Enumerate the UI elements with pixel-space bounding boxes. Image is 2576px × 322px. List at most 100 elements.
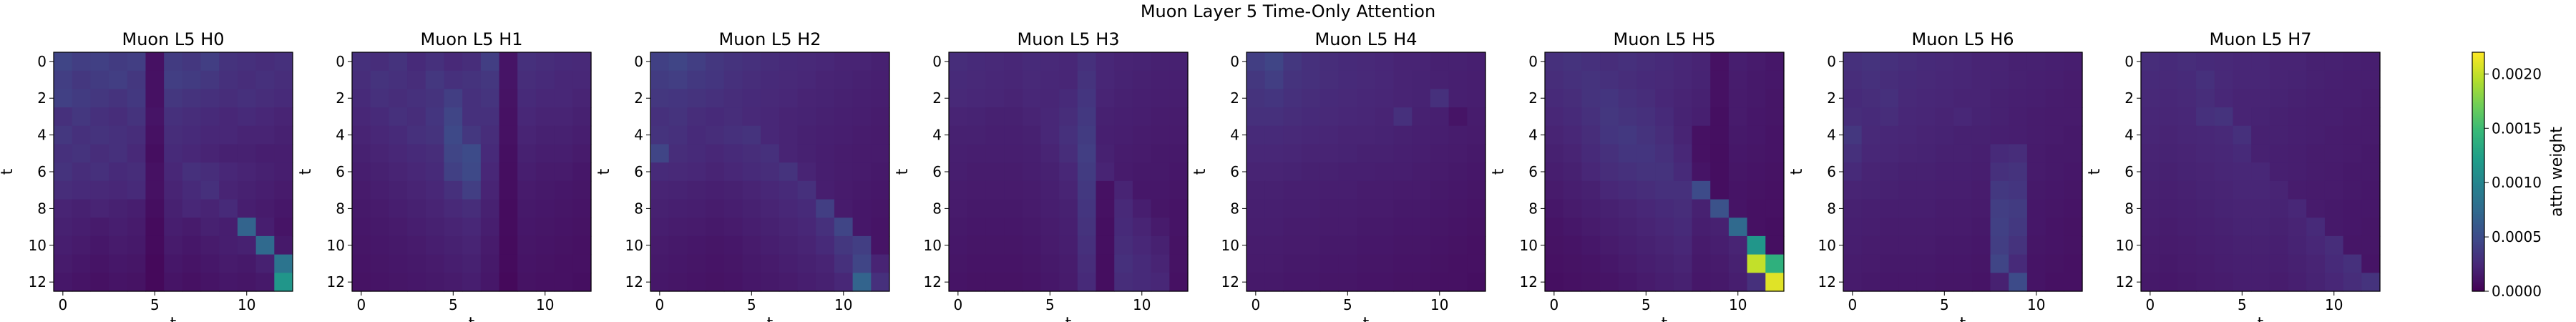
heatmap-cell <box>985 70 1005 89</box>
heatmap-cell <box>2026 162 2046 182</box>
heatmap-cell <box>1953 180 1973 200</box>
heatmap-cell <box>723 52 743 72</box>
heatmap-cell <box>816 144 835 163</box>
heatmap-cell <box>742 70 761 89</box>
heatmap-cell <box>1114 235 1133 255</box>
heatmap-cell <box>1264 125 1284 145</box>
heatmap-cell <box>237 89 257 108</box>
heatmap-cell <box>650 180 670 200</box>
heatmap-cell <box>127 107 147 127</box>
heatmap-cell <box>761 218 780 237</box>
colorbar-segment <box>2472 205 2484 208</box>
colorbar-segment <box>2472 78 2484 81</box>
heatmap-cell <box>219 180 238 200</box>
colorbar-segment <box>2472 140 2484 142</box>
heatmap-cell <box>2361 235 2381 255</box>
y-tick-label: 6 <box>634 163 643 180</box>
heatmap-cell <box>985 125 1005 145</box>
heatmap-cell <box>1412 107 1431 127</box>
heatmap-cell <box>1004 125 1023 145</box>
colorbar-segment <box>2472 84 2484 87</box>
heatmap-cell <box>706 254 725 273</box>
heatmap-cell <box>164 199 183 218</box>
heatmap-cell <box>1077 107 1097 127</box>
x-axis-label: t <box>469 315 475 322</box>
heatmap-cell <box>127 254 147 273</box>
heatmap-cell <box>1246 144 1266 163</box>
heatmap-cell <box>1728 70 1748 89</box>
heatmap-cell <box>1600 144 1619 163</box>
heatmap-cell <box>1636 107 1656 127</box>
heatmap-cell <box>2214 180 2234 200</box>
heatmap-cell <box>2343 199 2362 218</box>
heatmap-cell <box>1151 218 1170 237</box>
heatmap-cell <box>535 89 555 108</box>
heatmap-cell <box>1375 125 1395 145</box>
heatmap-cell <box>1953 125 1973 145</box>
heatmap-cell <box>2251 254 2270 273</box>
heatmap-cell <box>182 52 202 72</box>
heatmap-cell <box>706 89 725 108</box>
heatmap-cell <box>1916 89 1936 108</box>
heatmap-cell <box>1861 235 1880 255</box>
heatmap-cell <box>797 144 816 163</box>
heatmap-cell <box>2177 52 2197 72</box>
heatmap-cell <box>1673 218 1693 237</box>
heatmap-cell <box>127 162 147 182</box>
heatmap-cell <box>1880 273 1899 292</box>
heatmap-cell <box>480 235 500 255</box>
heatmap-cell <box>1747 235 1766 255</box>
heatmap-cell <box>2251 144 2270 163</box>
x-tick-label: 5 <box>1641 296 1651 313</box>
heatmap-cell <box>1636 254 1656 273</box>
heatmap-cell <box>1004 89 1023 108</box>
colorbar-segment <box>2472 60 2484 63</box>
heatmap-cell <box>1077 52 1097 72</box>
heatmap-cell <box>816 107 835 127</box>
colorbar-segment <box>2472 249 2484 252</box>
heatmap-cell <box>1319 162 1340 182</box>
heatmap-cell <box>1467 52 1486 72</box>
heatmap-cell <box>127 218 147 237</box>
heatmap-cell <box>687 218 706 237</box>
heatmap-cell <box>1375 162 1395 182</box>
heatmap-cell <box>1545 89 1564 108</box>
heatmap-cell <box>1953 199 1973 218</box>
heatmap-cell <box>1246 89 1266 108</box>
heatmap-cell <box>2288 89 2307 108</box>
heatmap-cell <box>967 107 986 127</box>
colorbar-segment <box>2472 102 2484 104</box>
heatmap-cell <box>462 273 482 292</box>
heatmap-cell <box>1302 273 1321 292</box>
heatmap-cell <box>462 162 482 182</box>
heatmap-cell <box>742 107 761 127</box>
heatmap-cell <box>1077 70 1097 89</box>
heatmap-cell <box>1151 70 1170 89</box>
heatmap-cell <box>90 180 109 200</box>
heatmap-cell <box>1302 89 1321 108</box>
heatmap-cell <box>255 199 275 218</box>
heatmap-cell <box>1545 162 1564 182</box>
x-axis-label: t <box>1065 315 1072 322</box>
heatmap-cell <box>1618 180 1638 200</box>
heatmap-cell <box>535 273 555 292</box>
heatmap-cell <box>2269 218 2289 237</box>
y-tick-label: 2 <box>1230 89 1239 107</box>
heatmap-cell <box>1673 70 1693 89</box>
heatmap-cell <box>1880 235 1899 255</box>
heatmap-cell <box>1618 144 1638 163</box>
heatmap-cell <box>1264 107 1284 127</box>
heatmap-cell <box>2141 254 2160 273</box>
heatmap-cell <box>1545 180 1564 200</box>
heatmap-cell <box>1132 199 1152 218</box>
heatmap-cell <box>2196 218 2215 237</box>
heatmap-cell <box>572 107 592 127</box>
heatmap-cell <box>1581 125 1601 145</box>
heatmap-cell <box>2251 199 2270 218</box>
heatmap-cell <box>985 218 1005 237</box>
heatmap-cell <box>797 180 816 200</box>
heatmap-cell <box>706 70 725 89</box>
heatmap-cell <box>650 144 670 163</box>
heatmap-cell <box>1655 273 1674 292</box>
heatmap-cell <box>54 235 73 255</box>
